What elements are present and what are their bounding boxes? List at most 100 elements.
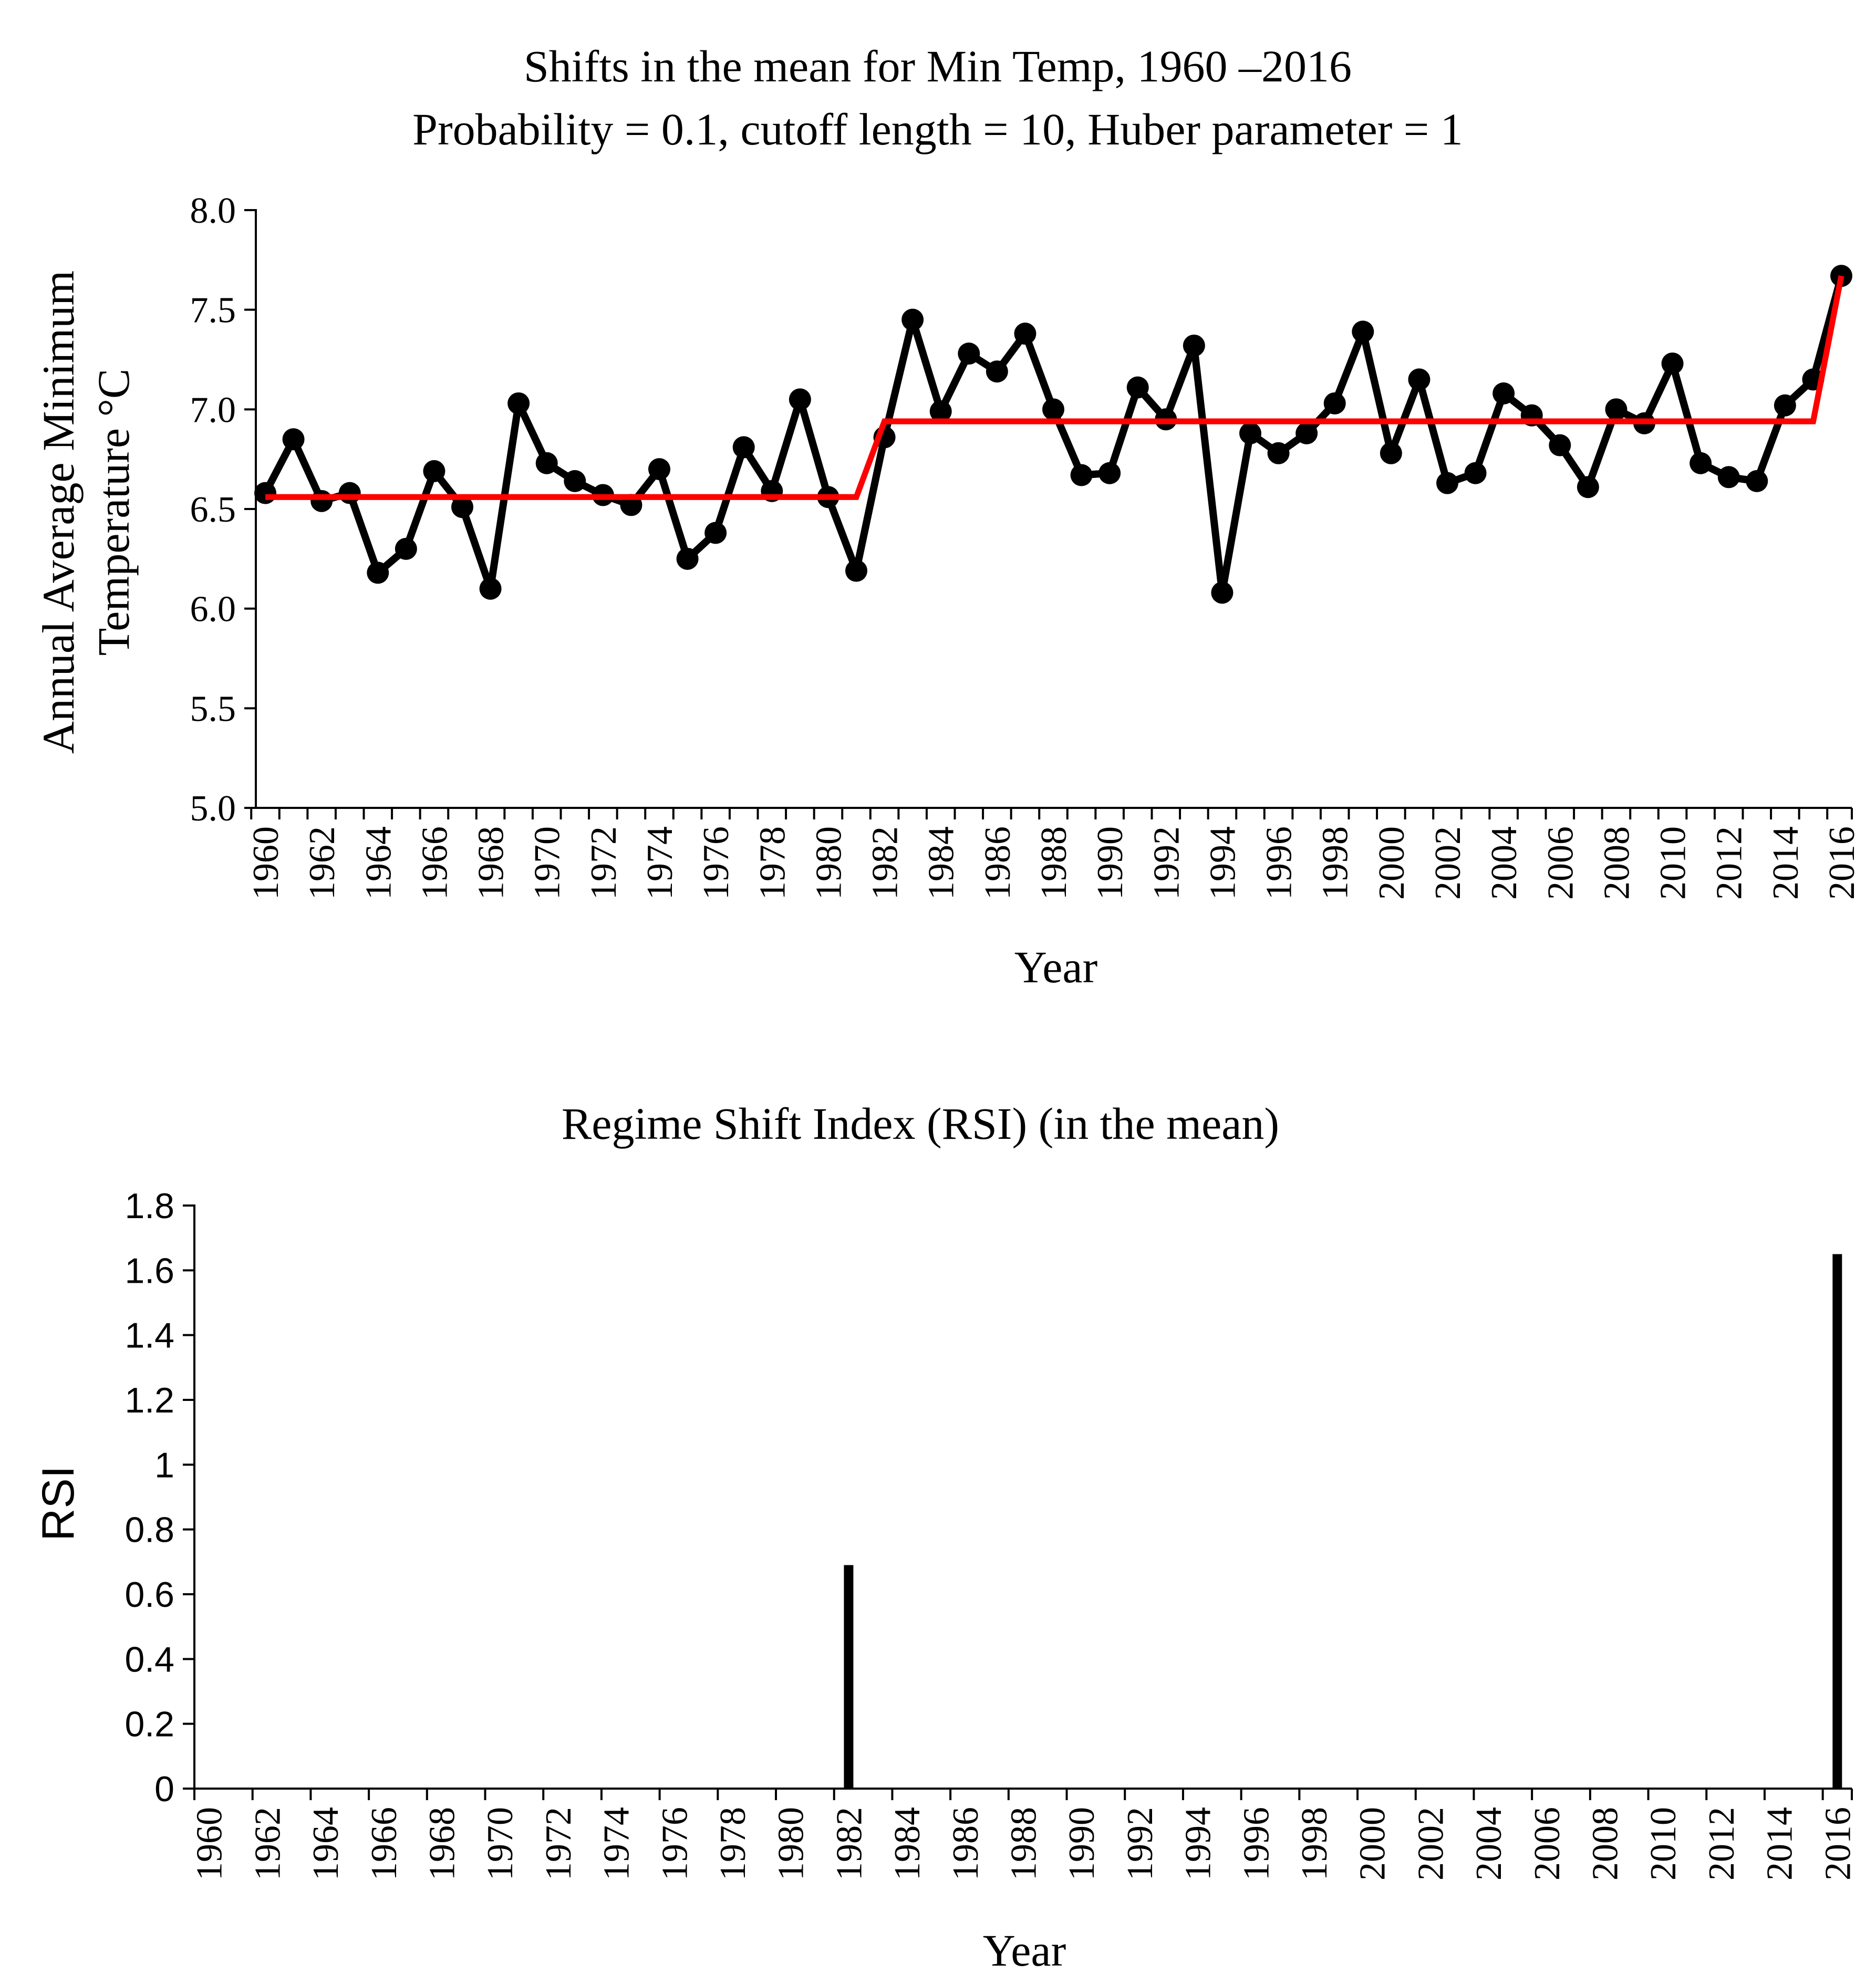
min-temp-point xyxy=(1408,368,1431,391)
min-temp-point xyxy=(1464,462,1487,484)
chart2-x-tick-label: 2004 xyxy=(1469,1807,1509,1881)
min-temp-point xyxy=(732,436,755,459)
chart1-x-tick-label: 1980 xyxy=(809,826,849,900)
min-temp-point xyxy=(254,482,276,504)
min-temp-line xyxy=(262,272,1845,597)
chart1-axes xyxy=(244,209,1853,819)
chart2-x-tick-label: 2014 xyxy=(1760,1807,1800,1881)
chart1-title: Shifts in the mean for Min Temp, 1960 –2… xyxy=(524,41,1352,91)
chart1-y-tick-label: 8.0 xyxy=(190,191,236,231)
chart2-x-tick-label: 1962 xyxy=(247,1807,288,1881)
chart2-x-tick-label: 1978 xyxy=(713,1807,753,1881)
chart1-x-tick-label: 1972 xyxy=(584,826,624,900)
chart1-x-tick-label: 1986 xyxy=(978,826,1018,900)
chart1-x-tick-label: 2008 xyxy=(1597,826,1637,900)
chart1-x-tick-label: 1966 xyxy=(414,826,455,900)
rsi-bar-2016 xyxy=(1832,1254,1842,1789)
chart2-title: Regime Shift Index (RSI) (in the mean) xyxy=(562,1098,1279,1149)
min-temp-point xyxy=(535,452,558,474)
chart1-x-tick-label: 1994 xyxy=(1203,826,1243,900)
min-temp-point xyxy=(676,547,699,570)
min-temp-point xyxy=(338,482,361,504)
chart2-x-tick-label: 1972 xyxy=(538,1807,579,1881)
min-temp-point xyxy=(1323,392,1346,414)
chart2-x-tick-label: 2006 xyxy=(1527,1807,1568,1881)
chart1-xlabel: Year xyxy=(1014,942,1097,992)
chart1-y-tick-label: 6.5 xyxy=(190,490,236,530)
chart1-y-tick-label: 7.0 xyxy=(190,390,236,430)
chart2-x-tick-label: 1998 xyxy=(1294,1807,1335,1881)
min-temp-point xyxy=(451,496,473,518)
min-temp-point xyxy=(1549,434,1571,456)
chart2-x-tick-label: 2000 xyxy=(1353,1807,1393,1881)
regime-mean-line xyxy=(262,273,1844,500)
chart2-y-tick-label: 1.2 xyxy=(125,1380,174,1420)
chart1-x-tick-label: 1978 xyxy=(752,826,793,900)
min-temp-point xyxy=(1661,352,1684,375)
chart2-x-tick-labels: 1960 1962 1964 1966 1968 1970 1972 1974 1976 1978… xyxy=(190,1807,1859,1881)
chart1-ylabel-line2: Temperature °C xyxy=(88,369,139,656)
rsi-bar-1982 xyxy=(844,1565,854,1789)
min-temp-point xyxy=(789,388,811,411)
min-temp-point xyxy=(1014,323,1037,345)
chart1-y-tick-label: 5.5 xyxy=(190,689,236,729)
min-temp-point xyxy=(845,559,867,582)
chart1-x-tick-label: 1964 xyxy=(358,826,399,900)
chart1-x-tick-label: 1960 xyxy=(246,826,286,900)
chart1-ylabel-line1: Annual Average Minimum xyxy=(33,271,84,754)
min-temp-point xyxy=(282,428,305,451)
chart1-subtitle: Probability = 0.1, cutoff length = 10, H… xyxy=(412,104,1463,154)
chart1-x-tick-label: 2014 xyxy=(1766,826,1806,900)
min-temp-point xyxy=(929,400,952,423)
chart2-x-tick-label: 1964 xyxy=(306,1807,346,1881)
chart2-y-tick-label: 1.8 xyxy=(125,1186,174,1226)
chart1-y-axis-label: Annual Average Minimum Temperature °C xyxy=(33,271,139,754)
min-temp-point xyxy=(1070,464,1093,486)
chart2-y-tick-label: 0.2 xyxy=(125,1705,174,1744)
min-temp-point xyxy=(1239,422,1261,444)
chart2-x-tick-label: 1982 xyxy=(829,1807,869,1881)
chart2-x-tick-label: 2012 xyxy=(1702,1807,1742,1881)
min-temp-point xyxy=(1436,472,1458,494)
chart1-x-tick-label: 1970 xyxy=(527,826,568,900)
min-temp-point xyxy=(395,537,417,560)
min-temp-point xyxy=(1126,376,1149,399)
chart1-y-tick-label: 5.0 xyxy=(190,788,236,829)
chart1-x-tick-label: 1996 xyxy=(1259,826,1300,900)
chart1-x-tick-label: 1990 xyxy=(1090,826,1131,900)
chart2-x-tick-label: 1968 xyxy=(422,1807,462,1881)
chart1-x-tick-label: 1962 xyxy=(302,826,343,900)
chart2-x-tick-label: 1970 xyxy=(480,1807,521,1881)
chart2-y-tick-label: 1 xyxy=(154,1445,174,1485)
chart2-x-tick-label: 1996 xyxy=(1236,1807,1277,1881)
chart2-xlabel: Year xyxy=(983,1925,1066,1976)
rsi-chart: Regime Shift Index (RSI) (in the mean) R… xyxy=(33,1098,1858,1976)
min-temp-point xyxy=(1042,398,1064,421)
min-temp-point xyxy=(1690,452,1712,474)
chart1-x-tick-label: 2010 xyxy=(1653,826,1694,900)
chart2-x-tick-label: 2016 xyxy=(1818,1807,1858,1881)
min-temp-point xyxy=(1746,470,1768,492)
chart2-y-tick-label: 0.8 xyxy=(125,1510,174,1550)
chart1-x-tick-label: 2016 xyxy=(1822,826,1862,900)
min-temp-point xyxy=(564,470,586,492)
chart2-x-tick-label: 1960 xyxy=(190,1807,230,1881)
min-temp-point xyxy=(1492,382,1515,404)
chart2-x-tick-label: 1990 xyxy=(1062,1807,1102,1881)
chart1-y-tick-label: 6.0 xyxy=(190,589,236,630)
min-temp-point xyxy=(901,308,924,331)
regime-mean-line-overlay xyxy=(265,275,1844,500)
chart1-x-tick-label: 1992 xyxy=(1146,826,1187,900)
chart2-x-tick-label: 1992 xyxy=(1120,1807,1160,1881)
chart1-x-tick-labels: 1960 1962 1964 1966 1968 1970 1972 1974 1976 1978… xyxy=(246,826,1862,900)
chart1-x-tick-label: 2006 xyxy=(1540,826,1581,900)
min-temp-point xyxy=(1717,466,1740,489)
min-temp-point xyxy=(648,458,670,481)
min-temp-point xyxy=(1605,398,1628,421)
min-temp-point xyxy=(1098,462,1121,484)
min-temp-point xyxy=(1774,394,1796,417)
min-temp-point xyxy=(479,577,502,600)
chart2-y-tick-labels: 0 0.2 0.4 0.6 0.8 1 1.2 1.4 1.6 1.8 xyxy=(125,1186,174,1809)
chart1-x-tick-label: 1974 xyxy=(640,826,680,900)
